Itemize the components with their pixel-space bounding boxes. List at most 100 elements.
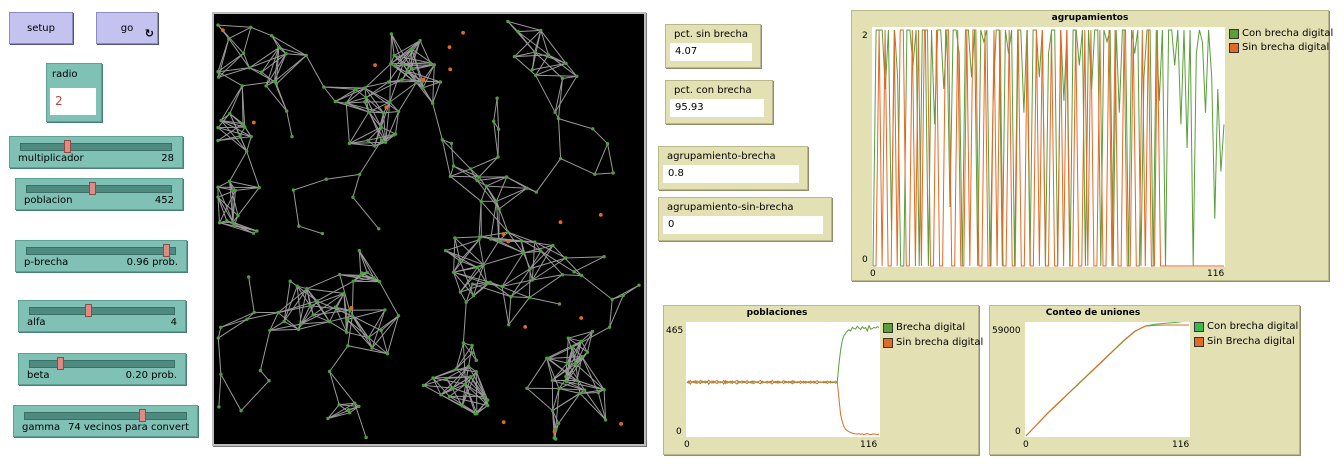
network-node-green bbox=[291, 188, 296, 192]
network-node-green bbox=[560, 273, 565, 277]
network-edge bbox=[554, 78, 563, 113]
slider-handle[interactable] bbox=[139, 409, 147, 422]
plot-background bbox=[1025, 322, 1190, 437]
network-node-green bbox=[359, 273, 363, 278]
network-edge bbox=[335, 101, 347, 104]
network-node-green bbox=[245, 317, 249, 321]
network-node-green bbox=[556, 116, 561, 121]
network-edge bbox=[339, 274, 380, 283]
radio-input-field[interactable]: 2 bbox=[50, 88, 96, 115]
slider-handle[interactable] bbox=[56, 357, 64, 370]
network-edge bbox=[229, 85, 243, 114]
network-edge bbox=[453, 239, 480, 273]
network-edge bbox=[558, 388, 585, 391]
network-node-green bbox=[447, 394, 452, 399]
network-node-green bbox=[357, 404, 361, 409]
network-node-green bbox=[509, 295, 513, 299]
network-edge bbox=[546, 340, 582, 359]
network-node-orange bbox=[384, 105, 389, 110]
slider-track[interactable] bbox=[29, 360, 175, 368]
network-edge bbox=[507, 231, 542, 252]
network-edge bbox=[269, 328, 299, 331]
network-edge bbox=[242, 81, 275, 87]
network-node-green bbox=[481, 263, 486, 267]
network-edge bbox=[476, 180, 487, 187]
network-edge bbox=[387, 315, 399, 354]
network-edge bbox=[594, 172, 614, 175]
network-edge bbox=[548, 358, 578, 381]
legend-label: Con brecha digital bbox=[1242, 28, 1334, 39]
go-button[interactable]: go ↻ bbox=[96, 12, 158, 44]
world-view[interactable] bbox=[212, 12, 646, 446]
network-edge bbox=[454, 237, 484, 266]
network-node-green bbox=[240, 84, 244, 88]
slider-handle[interactable] bbox=[63, 140, 71, 153]
slider-handle[interactable] bbox=[88, 182, 96, 195]
network-node-green bbox=[216, 125, 220, 130]
network-node-green bbox=[469, 375, 473, 379]
network-node-green bbox=[216, 138, 220, 143]
network-node-green bbox=[414, 80, 418, 85]
network-edge bbox=[490, 281, 530, 299]
slider-gamma[interactable]: gamma 74 vecinos para convert bbox=[13, 405, 198, 437]
network-edge bbox=[477, 176, 507, 181]
network-node-green bbox=[389, 32, 394, 36]
network-edge bbox=[565, 63, 578, 77]
network-node-green bbox=[393, 64, 397, 68]
plot-title: agrupamientos bbox=[1051, 13, 1129, 23]
network-edge bbox=[217, 338, 222, 375]
network-node-green bbox=[527, 295, 532, 300]
network-edge bbox=[455, 342, 464, 370]
network-node-green bbox=[475, 265, 480, 270]
slider-beta[interactable]: beta 0.20 prob. bbox=[18, 353, 186, 385]
network-node-green bbox=[557, 302, 562, 306]
network-edge bbox=[217, 71, 243, 87]
setup-button[interactable]: setup bbox=[9, 12, 73, 44]
slider-track[interactable] bbox=[26, 185, 172, 193]
network-node-green bbox=[432, 63, 436, 67]
network-edge bbox=[358, 250, 368, 273]
network-node-green bbox=[564, 374, 568, 379]
network-edge bbox=[581, 356, 599, 393]
slider-multiplicador[interactable]: multiplicador 28 bbox=[9, 136, 183, 168]
network-node-green bbox=[479, 235, 483, 239]
network-edge bbox=[493, 98, 498, 122]
network-node-green bbox=[463, 382, 468, 386]
network-edge bbox=[432, 377, 450, 397]
slider-track[interactable] bbox=[20, 143, 172, 151]
network-edge bbox=[359, 139, 382, 175]
network-node-green bbox=[219, 118, 223, 123]
slider-track[interactable] bbox=[29, 307, 175, 315]
network-edge bbox=[345, 103, 350, 144]
slider-value: 4 bbox=[170, 317, 177, 328]
slider-poblacion[interactable]: poblacion 452 bbox=[15, 178, 183, 210]
network-edge bbox=[352, 196, 380, 230]
slider-alfa[interactable]: alfa 4 bbox=[18, 300, 186, 332]
network-edge bbox=[220, 120, 252, 138]
slider-handle[interactable] bbox=[163, 244, 171, 257]
network-edge bbox=[486, 185, 527, 189]
network-edge bbox=[364, 87, 391, 103]
network-node-green bbox=[282, 319, 286, 324]
network-edge bbox=[552, 356, 583, 381]
network-edge bbox=[277, 288, 308, 313]
network-edge bbox=[310, 305, 350, 311]
network-node-green bbox=[530, 278, 535, 282]
network-node-green bbox=[460, 404, 464, 408]
slider-p-brecha[interactable]: p-brecha 0.96 prob. bbox=[15, 240, 187, 272]
network-edge bbox=[217, 196, 234, 223]
slider-track[interactable] bbox=[24, 412, 187, 420]
legend-item: Sin Brecha digital bbox=[1194, 336, 1295, 347]
network-edge bbox=[265, 85, 288, 112]
network-edge bbox=[329, 371, 356, 404]
slider-handle[interactable] bbox=[84, 304, 92, 317]
plot-poblaciones: poblaciones 465 0 0 116 Brecha digital S… bbox=[663, 305, 983, 455]
network-edge bbox=[526, 357, 548, 389]
network-node-green bbox=[578, 391, 582, 396]
slider-track[interactable] bbox=[26, 247, 176, 255]
network-edge bbox=[440, 365, 469, 396]
network-edge bbox=[476, 180, 500, 210]
plot-title: Conteo de uniones bbox=[1045, 308, 1141, 318]
network-edge bbox=[407, 64, 435, 72]
network-node-green bbox=[267, 379, 271, 383]
